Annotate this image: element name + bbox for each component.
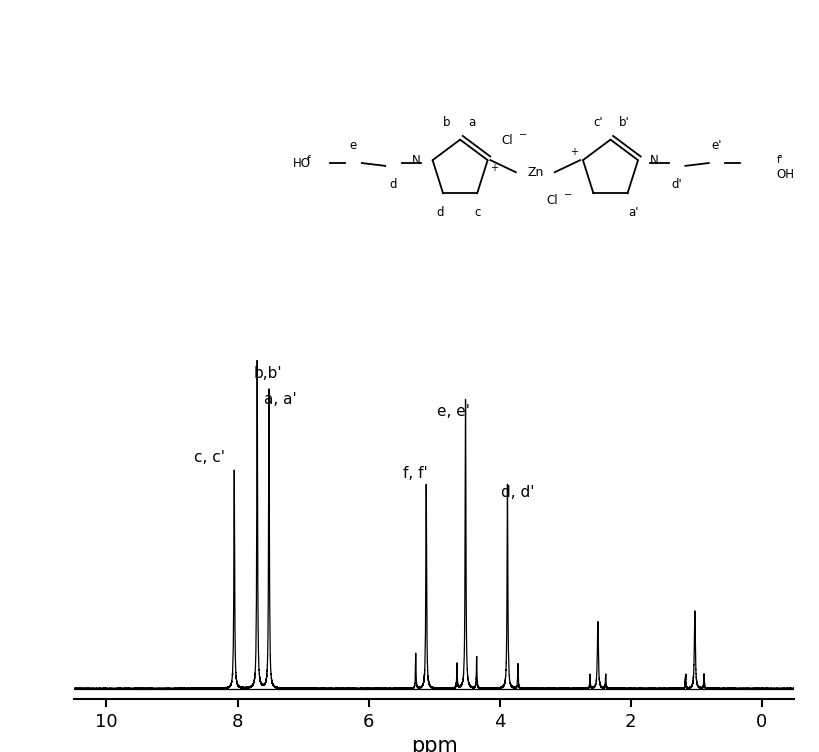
Text: f, f': f, f' [403,466,428,481]
Text: Zn: Zn [527,165,544,179]
Text: e': e' [712,138,722,152]
X-axis label: ppm: ppm [410,736,458,752]
Text: b,b': b,b' [254,365,283,381]
Text: Cl: Cl [546,194,558,208]
Text: c, c': c, c' [194,450,225,465]
Text: a': a' [628,206,638,219]
Text: b: b [442,117,450,129]
Text: N: N [650,153,659,167]
Text: a, a': a, a' [264,392,296,407]
Text: f': f' [776,155,783,165]
Text: d: d [437,206,444,219]
Text: d': d' [672,178,682,192]
Text: d: d [390,178,397,192]
Text: −: − [519,130,527,140]
Text: d, d': d, d' [501,485,535,500]
Text: OH: OH [776,168,794,181]
Text: +: + [571,147,578,157]
Text: e: e [350,138,357,152]
Text: e, e': e, e' [437,405,470,420]
Text: −: − [563,190,572,200]
Text: Cl: Cl [502,135,514,147]
Text: +: + [491,163,499,173]
Text: c: c [474,206,480,219]
Text: b': b' [619,117,630,129]
Text: HO: HO [292,156,310,169]
Text: a: a [468,117,476,129]
Text: N: N [412,153,420,167]
Text: c': c' [594,117,603,129]
Text: f: f [307,155,310,165]
